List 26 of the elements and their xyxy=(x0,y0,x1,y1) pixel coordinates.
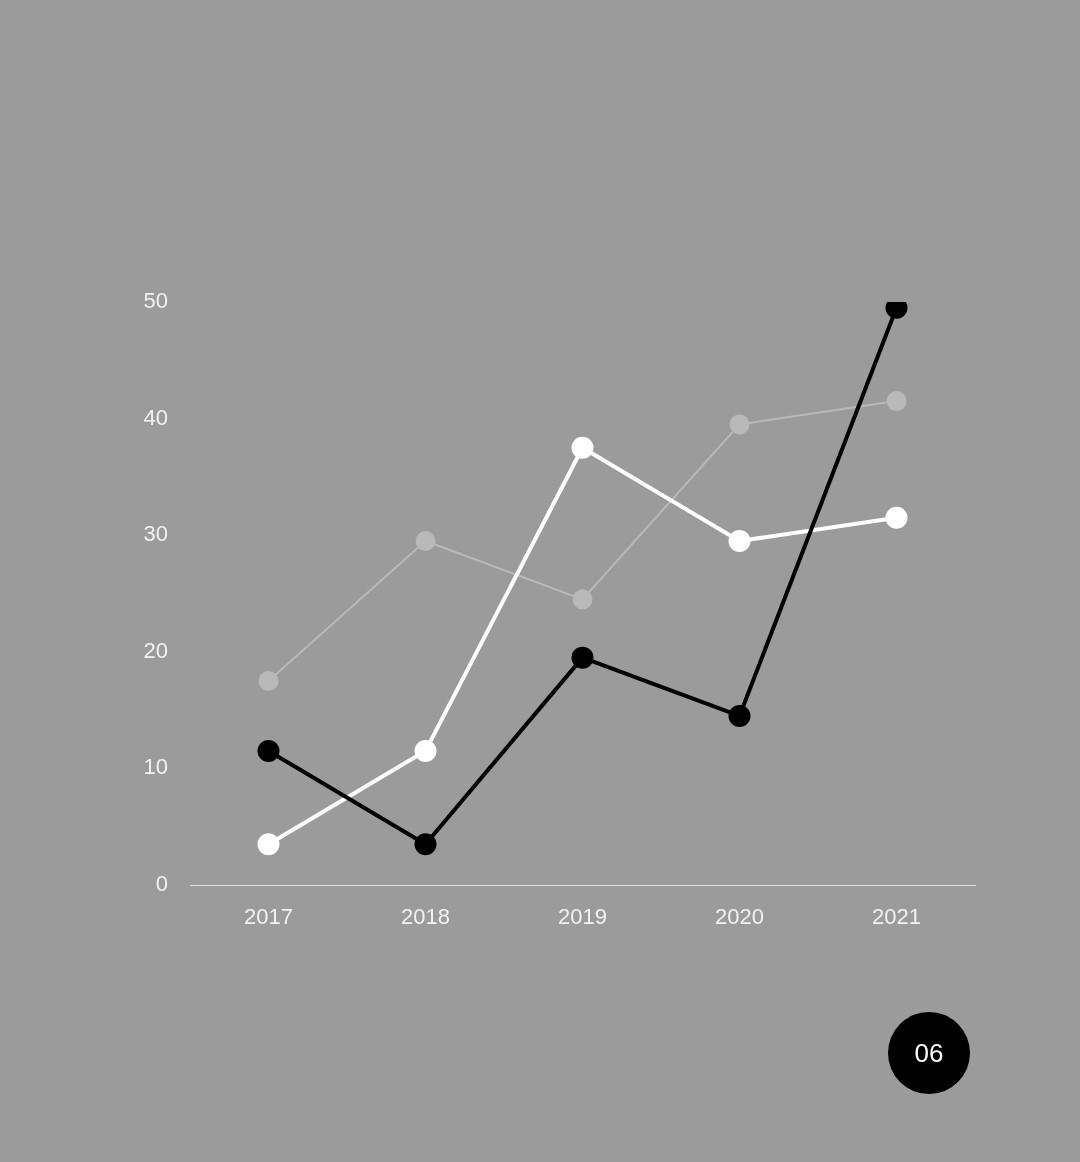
point xyxy=(886,391,907,412)
y-tick-label: 20 xyxy=(143,637,168,663)
x-tick-label: 2018 xyxy=(401,904,450,930)
point xyxy=(728,530,751,553)
point xyxy=(729,414,750,435)
point xyxy=(414,833,437,856)
point xyxy=(885,506,908,529)
point xyxy=(257,833,280,856)
y-tick-label: 50 xyxy=(143,288,168,314)
point xyxy=(571,436,594,459)
point xyxy=(571,646,594,669)
x-tick-label: 2017 xyxy=(244,904,293,930)
point xyxy=(414,739,437,762)
y-tick-label: 0 xyxy=(155,871,168,897)
point xyxy=(415,531,436,552)
text: 06 xyxy=(888,1012,970,1094)
point xyxy=(257,739,280,762)
y-tick-label: 40 xyxy=(143,404,168,430)
x-tick-label: 2019 xyxy=(558,904,607,930)
point xyxy=(258,670,279,691)
x-tick-label: 2020 xyxy=(715,904,764,930)
y-tick-label: 10 xyxy=(143,754,168,780)
x-tick-label: 2021 xyxy=(872,904,921,930)
point xyxy=(728,704,751,727)
point xyxy=(572,589,593,610)
y-tick-label: 30 xyxy=(143,521,168,547)
